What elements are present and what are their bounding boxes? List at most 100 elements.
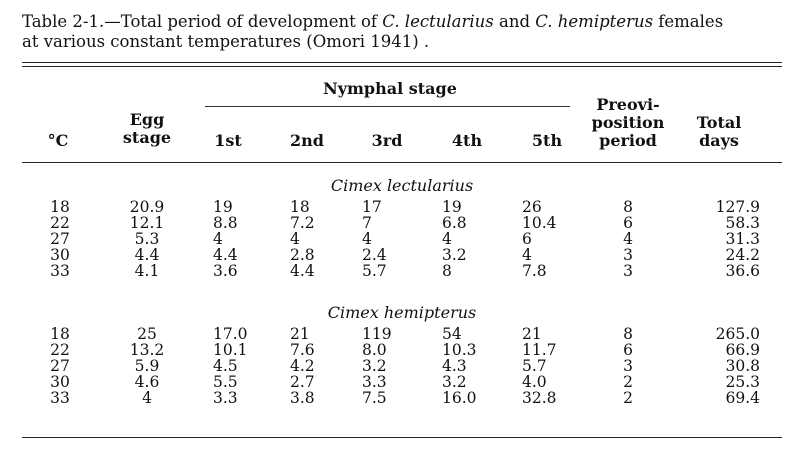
table-cell: 4.1 — [134, 262, 160, 280]
table-cell: 6 — [522, 230, 532, 248]
table-cell: 19 — [442, 198, 462, 216]
table-cell: 4 — [290, 230, 300, 248]
nymphal-span-rule — [205, 106, 570, 107]
table-cell: 36.6 — [725, 262, 760, 280]
section-heading: Cimex hemipterus — [327, 303, 477, 322]
table-cell: 2.7 — [290, 373, 315, 391]
table-cell: 265.0 — [715, 325, 760, 343]
table-cell: 22 — [50, 341, 70, 359]
table-cell: 4 — [362, 230, 372, 248]
caption-line-2: at various constant temperatures (Omori … — [22, 32, 430, 51]
table-cell: 7.5 — [362, 389, 387, 407]
table-cell: 10.1 — [213, 341, 248, 359]
table-cell: 18 — [50, 198, 70, 216]
table-cell: 5.7 — [522, 357, 547, 375]
table-cell: 4 — [623, 230, 633, 248]
table-cell: 3 — [623, 246, 633, 264]
table-cell: 24.2 — [725, 246, 760, 264]
table-cell: 127.9 — [715, 198, 760, 216]
table-cell: 4.5 — [213, 357, 238, 375]
top-rule-2 — [22, 66, 782, 67]
table-cell: 8 — [623, 198, 633, 216]
caption-text: Table 2-1.—Total period of development o… — [22, 12, 383, 31]
header-preoviposition-1: Preovi- — [596, 95, 660, 114]
table-cell: 4.2 — [290, 357, 315, 375]
table-row: 30 4.4 4.4 2.8 2.4 3.2 4 3 24.2 — [0, 246, 800, 264]
table-row: 18 25 17.0 21 119 54 21 8 265.0 — [0, 325, 800, 343]
section-heading: Cimex lectularius — [330, 176, 474, 195]
table-cell: 21 — [522, 325, 542, 343]
caption-species-1: C. lectularius — [382, 12, 494, 31]
table-cell: 2 — [623, 389, 633, 407]
table-cell: 4.6 — [134, 373, 160, 391]
table-cell: 6.8 — [442, 214, 467, 232]
table-row: 22 13.2 10.1 7.6 8.0 10.3 11.7 6 66.9 — [0, 341, 800, 359]
header-nymph-2nd: 2nd — [290, 131, 324, 150]
table-cell: 13.2 — [129, 341, 165, 359]
table-cell: 4 — [142, 389, 152, 407]
header-bottom-rule — [22, 162, 782, 163]
header-nymph-5th: 5th — [531, 131, 563, 150]
table-cell: 4 — [522, 246, 532, 264]
caption-species-2: C. hemipterus — [535, 12, 654, 31]
top-rule — [22, 62, 782, 63]
table-cell: 7.8 — [522, 262, 547, 280]
table-cell: 6 — [623, 214, 633, 232]
table-cell: 4.3 — [442, 357, 467, 375]
table-row: 27 5.9 4.5 4.2 3.2 4.3 5.7 3 30.8 — [0, 357, 800, 375]
header-egg-1: Egg — [129, 110, 165, 129]
table-cell: 33 — [50, 262, 70, 280]
table-cell: 21 — [290, 325, 310, 343]
header-total-2: days — [699, 131, 739, 150]
table-cell: 5.9 — [134, 357, 160, 375]
table-cell: 27 — [50, 357, 70, 375]
table-cell: 3 — [623, 357, 633, 375]
table-cell: 2.8 — [290, 246, 315, 264]
table-caption: Table 2-1.—Total period of development o… — [22, 12, 792, 52]
table-cell: 3.2 — [442, 246, 467, 264]
table-cell: 30 — [50, 246, 70, 264]
table-cell: 58.3 — [725, 214, 760, 232]
table-cell: 8 — [442, 262, 452, 280]
table-cell: 54 — [442, 325, 462, 343]
table-cell: 8 — [623, 325, 633, 343]
header-nymphal-stage: Nymphal stage — [323, 79, 457, 98]
table-cell: 5.7 — [362, 262, 387, 280]
table-cell: 32.8 — [522, 389, 557, 407]
table-cell: 17.0 — [213, 325, 248, 343]
table-cell: 5.3 — [134, 230, 160, 248]
table-cell: 3.2 — [362, 357, 387, 375]
header-total-1: Total — [696, 113, 742, 132]
table-cell: 10.3 — [442, 341, 477, 359]
table-cell: 3.2 — [442, 373, 467, 391]
table-cell: 66.9 — [725, 341, 760, 359]
table-row: 27 5.3 4 4 4 4 6 4 31.3 — [0, 230, 800, 248]
table-cell: 3.3 — [362, 373, 387, 391]
caption-text-suffix: females — [653, 12, 724, 31]
table-cell: 31.3 — [725, 230, 760, 248]
table-cell: 3.6 — [213, 262, 238, 280]
table-cell: 4 — [213, 230, 223, 248]
header-preoviposition-2: position — [591, 113, 665, 132]
table-cell: 10.4 — [522, 214, 557, 232]
header-egg-2: stage — [122, 128, 172, 147]
table-cell: 19 — [213, 198, 233, 216]
table-cell: 3 — [623, 262, 633, 280]
table-cell: 33 — [50, 389, 70, 407]
table-row: 22 12.1 8.8 7.2 7 6.8 10.4 6 58.3 — [0, 214, 800, 232]
bottom-rule — [22, 437, 782, 438]
table-cell: 2.4 — [362, 246, 387, 264]
table-cell: 4.4 — [213, 246, 238, 264]
table-cell: 18 — [290, 198, 310, 216]
header-nymph-4th: 4th — [451, 131, 483, 150]
table-cell: 4.4 — [134, 246, 160, 264]
table-cell: 22 — [50, 214, 70, 232]
table-row: 33 4.1 3.6 4.4 5.7 8 7.8 3 36.6 — [0, 262, 800, 280]
table-cell: 3.3 — [213, 389, 238, 407]
table-cell: 20.9 — [129, 198, 165, 216]
table-cell: 3.8 — [290, 389, 315, 407]
table-cell: 16.0 — [442, 389, 477, 407]
table-cell: 4.4 — [290, 262, 315, 280]
table-cell: 4 — [442, 230, 452, 248]
table-cell: 27 — [50, 230, 70, 248]
